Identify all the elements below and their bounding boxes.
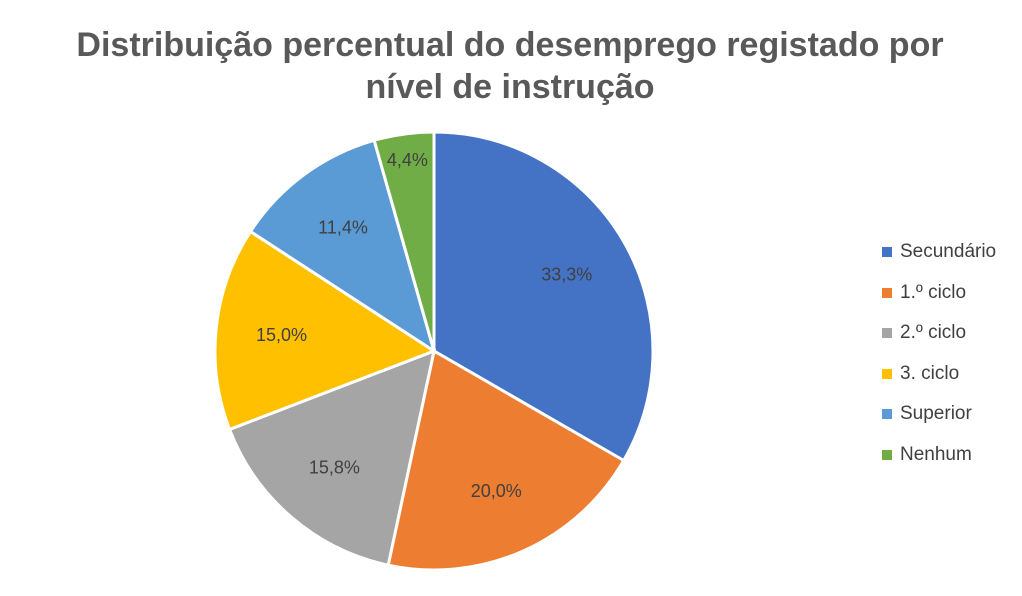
chart-title: Distribuição percentual do desemprego re… — [76, 26, 944, 106]
slice-value-label-4: 15,0% — [256, 325, 307, 345]
legend-swatch — [882, 409, 892, 420]
legend-label: Nenhum — [900, 443, 972, 465]
legend-swatch — [882, 368, 892, 379]
legend-swatch — [882, 449, 892, 460]
legend-swatch — [882, 287, 892, 298]
legend-item-1: Secundário — [882, 232, 996, 273]
legend-item-3: 2.º ciclo — [882, 313, 996, 354]
pie-slice-4 — [213, 229, 438, 432]
legend-item-4: 3. ciclo — [882, 354, 996, 395]
legend-swatch — [882, 328, 892, 339]
slice-value-label-5: 11,4% — [318, 218, 368, 238]
legend-swatch — [882, 247, 892, 258]
legend-item-2: 1.º ciclo — [882, 273, 996, 314]
pie-slice-1 — [432, 130, 655, 463]
legend-label: 3. ciclo — [900, 362, 960, 384]
slice-value-label-2: 20,0% — [471, 481, 522, 501]
pie-slice-2 — [386, 348, 626, 572]
legend-label: Secundário — [900, 241, 997, 263]
pie-slice-3 — [227, 348, 437, 567]
legend-label: 1.º ciclo — [900, 281, 967, 303]
legend-label: Superior — [900, 403, 972, 425]
slice-value-label-1: 33,3% — [541, 264, 592, 284]
slice-value-label-6: 4,4% — [387, 150, 428, 170]
slice-value-label-3: 15,8% — [309, 457, 360, 477]
legend-item-6: Nenhum — [882, 435, 996, 476]
pie-slice-6 — [372, 130, 436, 352]
legend-item-5: Superior — [882, 394, 996, 435]
legend-label: 2.º ciclo — [900, 322, 967, 344]
legend: Secundário 1.º ciclo 2.º ciclo 3. ciclo Supe… — [882, 232, 996, 475]
